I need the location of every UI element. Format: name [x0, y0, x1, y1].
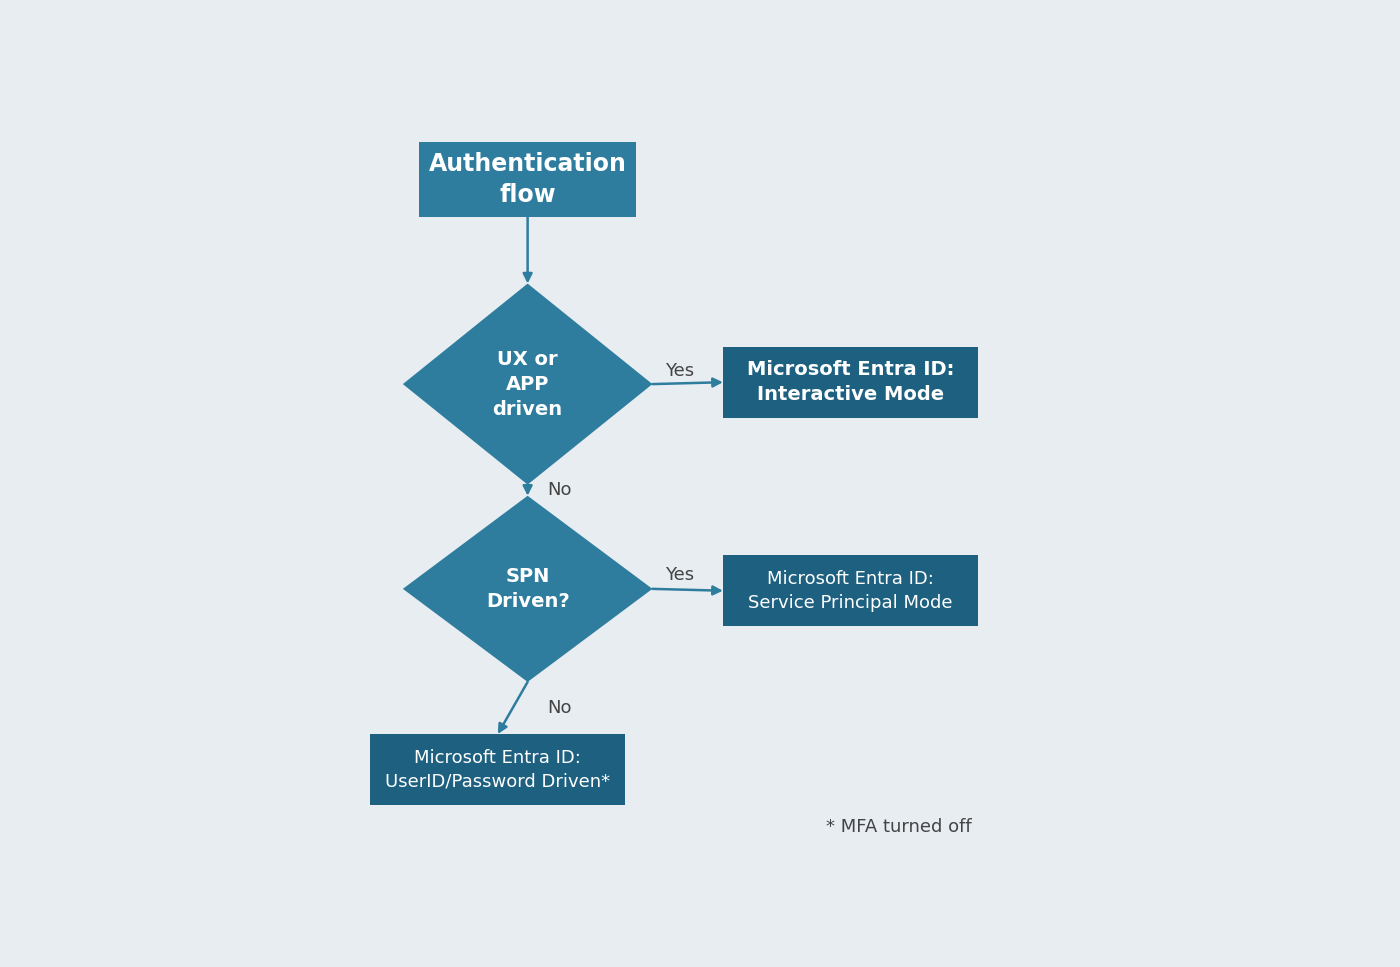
Text: Yes: Yes — [665, 362, 694, 380]
Text: Microsoft Entra ID:
Service Principal Mode: Microsoft Entra ID: Service Principal Mo… — [748, 570, 952, 611]
FancyBboxPatch shape — [722, 347, 977, 418]
Text: Microsoft Entra ID:
UserID/Password Driven*: Microsoft Entra ID: UserID/Password Driv… — [385, 748, 610, 790]
Text: * MFA turned off: * MFA turned off — [826, 818, 972, 836]
Polygon shape — [403, 283, 652, 484]
FancyBboxPatch shape — [419, 142, 636, 217]
Text: SPN
Driven?: SPN Driven? — [486, 567, 570, 611]
Text: Authentication
flow: Authentication flow — [428, 152, 627, 207]
Text: UX or
APP
driven: UX or APP driven — [493, 350, 563, 419]
Polygon shape — [403, 496, 652, 682]
Text: No: No — [547, 482, 571, 499]
Text: No: No — [547, 699, 571, 717]
Text: Yes: Yes — [665, 567, 694, 584]
FancyBboxPatch shape — [722, 555, 977, 626]
Text: Microsoft Entra ID:
Interactive Mode: Microsoft Entra ID: Interactive Mode — [746, 361, 955, 404]
FancyBboxPatch shape — [370, 734, 626, 805]
